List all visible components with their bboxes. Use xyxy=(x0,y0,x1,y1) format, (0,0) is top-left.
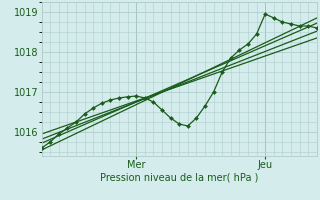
X-axis label: Pression niveau de la mer( hPa ): Pression niveau de la mer( hPa ) xyxy=(100,173,258,183)
